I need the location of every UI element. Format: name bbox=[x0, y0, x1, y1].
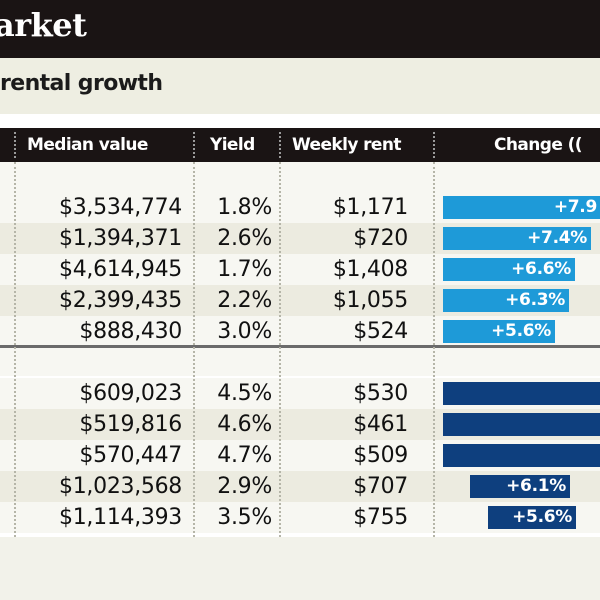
header-separator bbox=[433, 132, 435, 158]
change-label: +6.3% bbox=[505, 290, 565, 310]
change-label: +7.4% bbox=[527, 228, 587, 248]
change-label: +5.6% bbox=[491, 321, 551, 341]
header-separator bbox=[14, 132, 16, 158]
yield-cell: 1.7% bbox=[217, 257, 272, 282]
table-row: $1,394,371 2.6% $720 +7.4% bbox=[0, 223, 600, 254]
median-value-cell: $4,614,945 bbox=[59, 257, 182, 282]
header-separator bbox=[193, 132, 195, 158]
weekly-rent-cell: $461 bbox=[353, 412, 408, 437]
table-header: Median value Yield Weekly rent Change (( bbox=[0, 128, 600, 162]
change-label: +6.1% bbox=[506, 476, 566, 496]
median-value-cell: $609,023 bbox=[79, 381, 182, 406]
change-bar: +6.6% bbox=[443, 258, 575, 281]
yield-cell: 3.0% bbox=[217, 319, 272, 344]
weekly-rent-cell: $1,408 bbox=[332, 257, 408, 282]
weekly-rent-cell: $524 bbox=[353, 319, 408, 344]
table-row: $1,114,393 3.5% $755 +5.6% bbox=[0, 502, 600, 533]
table-row: $1,023,568 2.9% $707 +6.1% bbox=[0, 471, 600, 502]
median-value-cell: $1,114,393 bbox=[59, 505, 182, 530]
change-bar: +5.6% bbox=[443, 320, 555, 343]
median-value-cell: $3,534,774 bbox=[59, 195, 182, 220]
column-separator bbox=[433, 162, 435, 537]
yield-cell: 2.9% bbox=[217, 474, 272, 499]
change-bar: +6.3% bbox=[443, 289, 569, 312]
change-bar bbox=[443, 413, 600, 436]
column-header-rent: Weekly rent bbox=[292, 135, 401, 155]
table-row: $570,447 4.7% $509 bbox=[0, 440, 600, 471]
change-bar: +7.4% bbox=[443, 227, 591, 250]
weekly-rent-cell: $509 bbox=[353, 443, 408, 468]
yield-cell: 4.5% bbox=[217, 381, 272, 406]
page-title: arket bbox=[0, 6, 87, 44]
weekly-rent-cell: $530 bbox=[353, 381, 408, 406]
yield-cell: 4.6% bbox=[217, 412, 272, 437]
title-bar: arket bbox=[0, 0, 600, 58]
change-label: +5.6% bbox=[512, 507, 572, 527]
change-label: +7.9 bbox=[553, 197, 597, 217]
weekly-rent-cell: $755 bbox=[353, 505, 408, 530]
weekly-rent-cell: $707 bbox=[353, 474, 408, 499]
yield-cell: 2.2% bbox=[217, 288, 272, 313]
header-separator bbox=[279, 132, 281, 158]
median-value-cell: $2,399,435 bbox=[59, 288, 182, 313]
table-footer-space bbox=[0, 537, 600, 600]
table-row: $888,430 3.0% $524 +5.6% bbox=[0, 316, 600, 347]
table-row: $3,534,774 1.8% $1,171 +7.9 bbox=[0, 192, 600, 223]
change-label: +6.6% bbox=[511, 259, 571, 279]
median-value-cell: $1,394,371 bbox=[59, 226, 182, 251]
yield-cell: 3.5% bbox=[217, 505, 272, 530]
yield-cell: 1.8% bbox=[217, 195, 272, 220]
change-bar: +6.1% bbox=[470, 475, 570, 498]
weekly-rent-cell: $1,055 bbox=[332, 288, 408, 313]
column-separator bbox=[14, 162, 16, 537]
change-bar bbox=[443, 382, 600, 405]
table-row: $4,614,945 1.7% $1,408 +6.6% bbox=[0, 254, 600, 285]
column-separator bbox=[193, 162, 195, 537]
yield-cell: 2.6% bbox=[217, 226, 272, 251]
table-spacer-row bbox=[0, 348, 600, 376]
group-divider bbox=[0, 345, 600, 348]
subtitle-bar: rental growth bbox=[0, 58, 600, 114]
median-value-cell: $570,447 bbox=[79, 443, 182, 468]
median-value-cell: $888,430 bbox=[79, 319, 182, 344]
column-header-median: Median value bbox=[27, 135, 148, 155]
table-row: $2,399,435 2.2% $1,055 +6.3% bbox=[0, 285, 600, 316]
median-value-cell: $1,023,568 bbox=[59, 474, 182, 499]
change-bar bbox=[443, 444, 600, 467]
median-value-cell: $519,816 bbox=[79, 412, 182, 437]
page-subtitle: rental growth bbox=[0, 71, 163, 96]
table-row: $519,816 4.6% $461 bbox=[0, 409, 600, 440]
column-header-yield: Yield bbox=[210, 135, 255, 155]
yield-cell: 4.7% bbox=[217, 443, 272, 468]
weekly-rent-cell: $720 bbox=[353, 226, 408, 251]
table-row: $609,023 4.5% $530 bbox=[0, 378, 600, 409]
change-bar: +7.9 bbox=[443, 196, 600, 219]
change-bar: +5.6% bbox=[488, 506, 576, 529]
column-header-change: Change (( bbox=[494, 135, 583, 155]
column-separator bbox=[279, 162, 281, 537]
table-spacer-row bbox=[0, 162, 600, 192]
weekly-rent-cell: $1,171 bbox=[332, 195, 408, 220]
